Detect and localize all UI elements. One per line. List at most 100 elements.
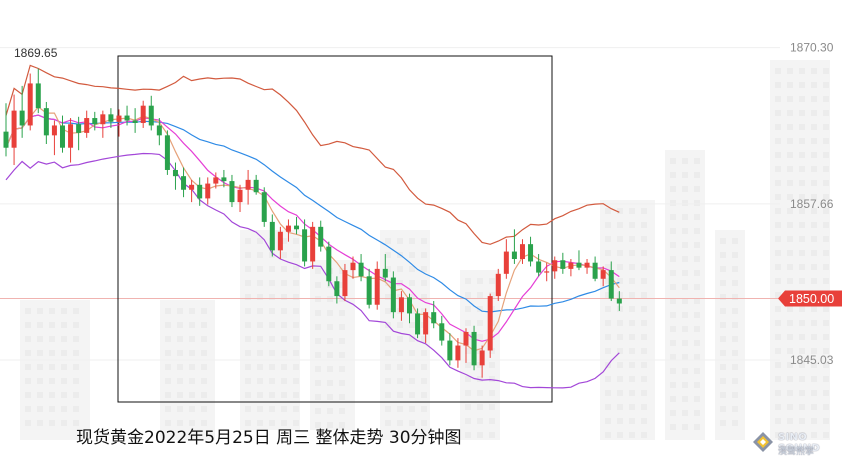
candle-body	[253, 179, 259, 193]
candle-body	[584, 262, 590, 268]
candle	[431, 301, 437, 329]
candle-body	[382, 268, 388, 278]
candle	[463, 328, 469, 363]
candle-body	[269, 221, 275, 251]
candle	[576, 250, 582, 271]
candle-body	[407, 297, 412, 314]
candle-body	[455, 345, 461, 361]
candle	[269, 214, 275, 257]
candle	[3, 103, 9, 157]
candle-body	[43, 108, 49, 136]
candle	[487, 293, 493, 358]
candle	[140, 100, 146, 128]
candle	[294, 216, 300, 235]
upper-band-line	[5, 64, 620, 245]
candle	[237, 184, 243, 213]
candle-body	[19, 110, 25, 126]
candle-body	[528, 244, 534, 262]
candle	[326, 241, 332, 287]
candle	[189, 179, 195, 203]
candle	[245, 169, 251, 205]
candle	[124, 105, 130, 126]
candle-body	[11, 110, 17, 148]
candle-body	[560, 260, 566, 269]
candle-body	[116, 115, 122, 122]
candle	[302, 219, 308, 267]
candle	[479, 345, 485, 378]
candle	[310, 221, 316, 269]
high-price-label: 1869.65	[14, 46, 58, 60]
candle	[43, 101, 49, 145]
candle-body	[100, 114, 106, 125]
candle-body	[35, 83, 41, 109]
candle	[423, 308, 429, 344]
candle-body	[495, 273, 501, 297]
watermark-building	[600, 200, 655, 440]
candle	[592, 256, 598, 282]
candle	[197, 177, 203, 206]
candle-body	[374, 268, 380, 305]
candle	[172, 162, 178, 190]
watermark-building	[715, 230, 745, 440]
candle-body	[277, 231, 283, 251]
candle	[390, 271, 396, 319]
candle-body	[447, 340, 453, 361]
candle-body	[552, 260, 558, 272]
candle-body	[148, 105, 154, 126]
candle-body	[237, 189, 243, 203]
candle	[415, 308, 421, 339]
candle-body	[156, 125, 162, 136]
candle-body	[245, 179, 251, 190]
candle-body	[350, 262, 356, 271]
candle-body	[124, 115, 130, 121]
candle	[205, 177, 211, 205]
candle	[35, 68, 41, 114]
candle-body	[132, 120, 138, 123]
candle-body	[197, 184, 203, 199]
candle-body	[544, 271, 550, 273]
candle	[181, 167, 187, 198]
candle	[318, 220, 324, 252]
watermark-building	[380, 230, 430, 440]
candle	[455, 338, 461, 368]
candle	[84, 110, 90, 138]
candle	[600, 266, 606, 287]
candle-body	[334, 281, 340, 297]
candle-body	[76, 124, 82, 133]
logo-brand: SINO SOUND	[778, 432, 820, 454]
candle-body	[59, 125, 65, 148]
candle	[407, 293, 412, 324]
candle	[164, 130, 170, 175]
candle	[132, 108, 138, 133]
candle-body	[51, 125, 57, 136]
candle	[92, 111, 98, 131]
candle-body	[600, 270, 606, 279]
y-tick-label: 1870.30	[790, 41, 834, 55]
watermark-building	[160, 300, 215, 440]
watermark-building	[240, 230, 300, 430]
candle-body	[431, 312, 437, 324]
candle	[342, 263, 348, 302]
y-tick-label: 1845.03	[790, 353, 834, 367]
candle-body	[536, 261, 542, 273]
candle-body	[463, 331, 469, 346]
candle-body	[479, 350, 485, 366]
candle-body	[27, 83, 33, 126]
candle-body	[616, 298, 622, 304]
candle-body	[68, 124, 74, 148]
candle	[156, 118, 162, 146]
candle-body	[342, 270, 348, 297]
candle-body	[164, 135, 170, 170]
candle-body	[519, 244, 525, 259]
watermark-building	[770, 60, 830, 440]
y-tick-label: 1857.66	[790, 197, 834, 211]
candle	[544, 262, 550, 282]
candle-body	[511, 251, 517, 259]
candle-body	[487, 296, 493, 351]
candle-body	[294, 225, 300, 230]
candle	[213, 172, 219, 189]
candle	[148, 95, 154, 131]
candle-body	[84, 118, 90, 133]
candle-body	[3, 131, 9, 148]
chart-caption: 现货黄金2022年5月25日 周三 整体走势 30分钟图	[76, 428, 462, 448]
